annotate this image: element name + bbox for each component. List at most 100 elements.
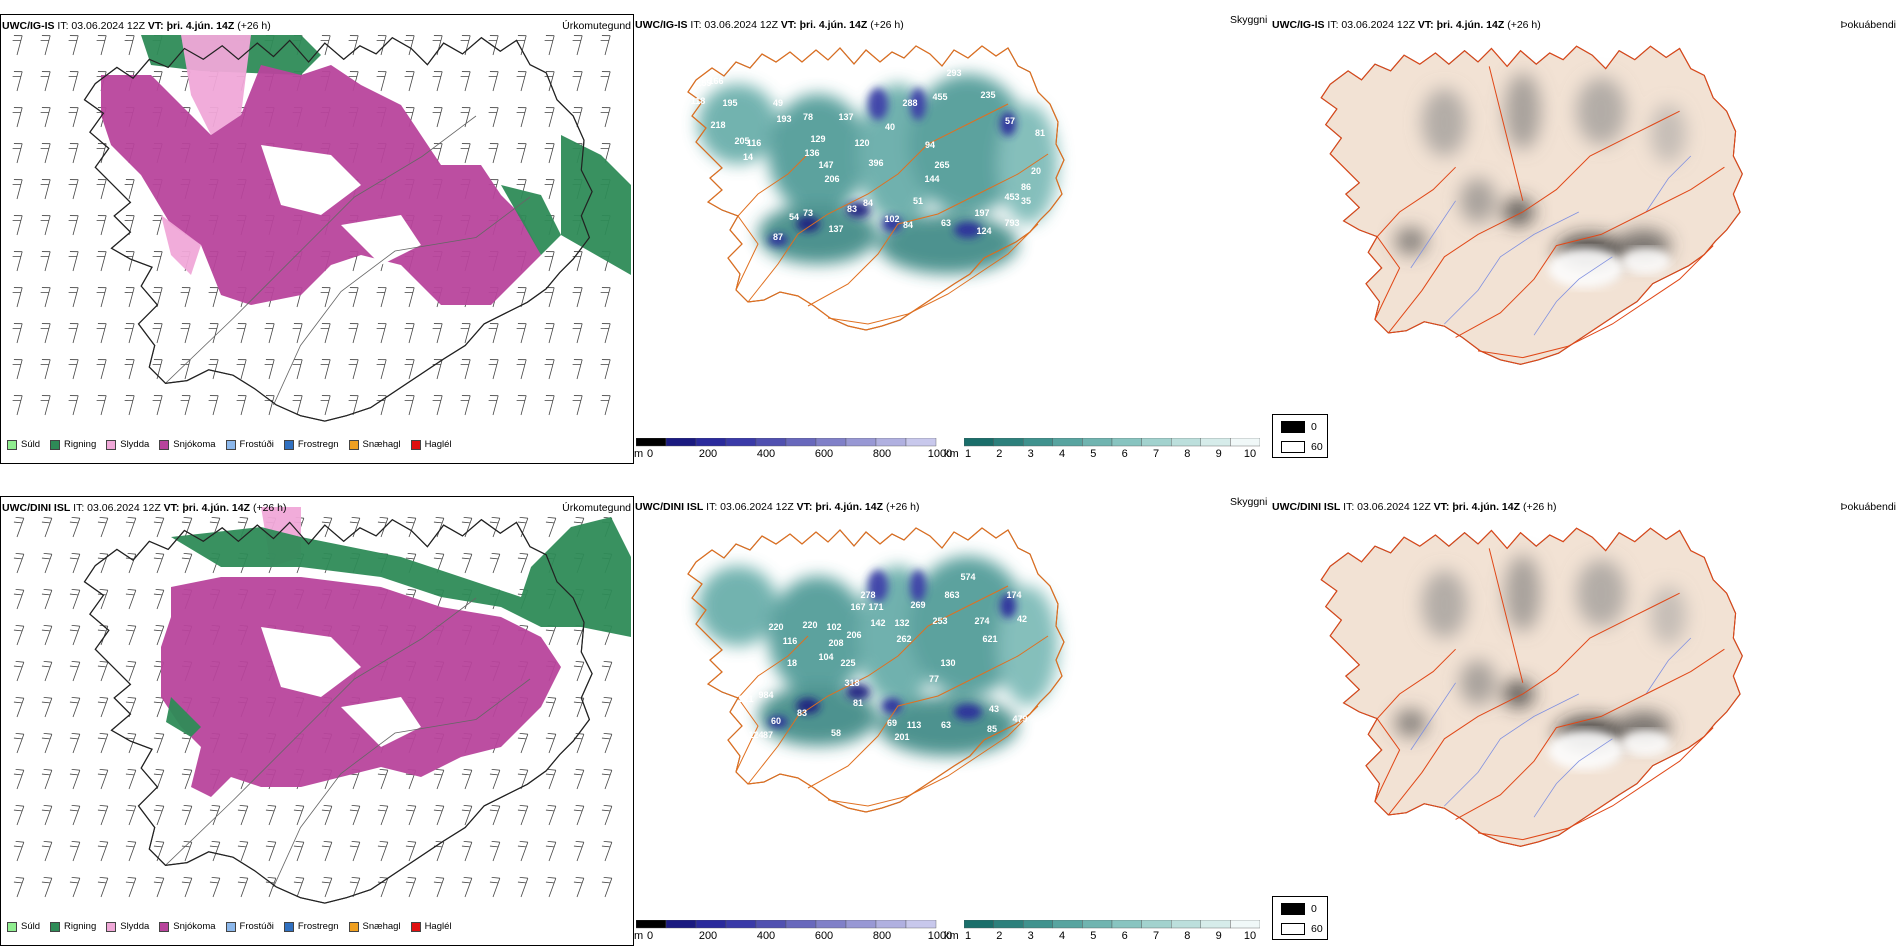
visibility-value: 102	[884, 214, 899, 224]
colorbar-tick: 600	[814, 448, 834, 460]
visibility-value: 87	[773, 232, 783, 242]
visibility-value: 574	[960, 572, 975, 582]
colorbar-segment	[695, 438, 727, 447]
legend-swatch	[348, 921, 359, 932]
panel-header: UWC/IG-IS IT: 03.06.2024 12Z VT: þri. 4.…	[1272, 19, 1541, 31]
visibility-value: 225	[840, 658, 855, 668]
cloud-base-colorbar: m 0 200 400 600 800 1000	[634, 920, 952, 942]
cloud-base-unit: m	[634, 930, 644, 942]
visibility-value: 193	[776, 114, 791, 124]
visibility-unit: km	[944, 448, 959, 460]
precip-area-rain	[501, 185, 561, 255]
colorbar-segment	[875, 920, 907, 929]
colorbar-segment	[785, 438, 817, 447]
legend-label: Frostregn	[297, 921, 339, 932]
visibility-value: 54	[789, 212, 799, 222]
colorbar-segment	[1141, 920, 1172, 929]
legend-swatch	[348, 439, 359, 450]
forecast-offset: (+26 h)	[870, 19, 904, 31]
visibility-panel: UWC/DINI ISL IT: 03.06.2024 12Z VT: þri.…	[634, 496, 1270, 946]
visibility-value: 73	[803, 208, 813, 218]
visibility-value: 60	[771, 716, 781, 726]
valid-time-value: þri. 4.jún. 14Z	[182, 502, 251, 514]
legend-swatch	[50, 439, 61, 450]
colorbar-tick: 400	[756, 930, 776, 942]
legend-swatch	[106, 439, 117, 450]
model-label: UWC/DINI ISL	[635, 501, 704, 513]
visibility-value: 129	[810, 134, 825, 144]
fog-panel: UWC/IG-IS IT: 03.06.2024 12Z VT: þri. 4.…	[1270, 14, 1900, 434]
visibility-value: 51	[913, 196, 923, 206]
visibility-value: 147	[818, 160, 833, 170]
visibility-value: 84	[903, 220, 913, 230]
colorbar-tick: 2	[996, 930, 1003, 942]
colorbar-tick: 4	[1058, 448, 1066, 460]
visibility-value: 124	[748, 730, 763, 740]
visibility-value: 318	[844, 678, 859, 688]
legend-label: Súld	[21, 439, 41, 450]
panel-header: UWC/DINI ISL IT: 03.06.2024 12Z VT: þri.…	[635, 501, 920, 513]
visibility-value: 43	[989, 704, 999, 714]
colorbar-tick: 8	[1184, 448, 1191, 460]
legend-item: Súld	[7, 439, 40, 450]
legend-label: Haglél	[424, 921, 452, 932]
visibility-value: 57	[1005, 116, 1015, 126]
visibility-panel: UWC/IG-IS IT: 03.06.2024 12Z VT: þri. 4.…	[634, 14, 1270, 464]
legend-label: Rigning	[64, 439, 97, 450]
visibility-value: 218	[710, 120, 725, 130]
fog-label-60: 60	[1311, 923, 1323, 935]
panel-title-fog: Þokuábendi	[1840, 19, 1896, 31]
colorbar-segment	[993, 438, 1024, 447]
valid-time-label: VT:	[147, 20, 164, 32]
model-label: UWC/DINI ISL	[2, 502, 71, 514]
visibility-value: 221	[738, 694, 753, 704]
colorbar-segment	[905, 920, 937, 929]
colorbar-tick: 10	[1243, 930, 1257, 942]
precip-area-rain	[166, 697, 201, 737]
visibility-value: 278	[860, 590, 875, 600]
precip-area-rain	[561, 135, 631, 275]
valid-time-value: þri. 4.jún. 14Z	[1436, 19, 1505, 31]
visibility-value: 195	[722, 98, 737, 108]
visibility-value: 84	[863, 198, 873, 208]
legend-label: Haglél	[424, 439, 452, 450]
panel-title-visibility: Skyggni	[1230, 496, 1268, 508]
init-time: IT: 03.06.2024 12Z	[706, 501, 794, 513]
fog-swatch-0	[1281, 903, 1305, 915]
colorbar-segment	[1111, 920, 1142, 929]
cloud-base-unit: m	[634, 448, 644, 460]
model-label: UWC/IG-IS	[635, 19, 688, 31]
visibility-value: 14	[743, 152, 753, 162]
visibility-colorbar: km 1 2 3 4 5 6 7 8 9 10	[944, 438, 1274, 460]
legend-swatch	[7, 439, 17, 450]
colorbar-segment	[964, 438, 994, 447]
legend-item: Slydda	[106, 921, 149, 932]
valid-time-label: VT:	[780, 19, 797, 31]
visibility-unit: km	[944, 930, 959, 942]
colorbar-tick: 5	[1090, 930, 1097, 942]
visibility-value: 274	[974, 616, 989, 626]
colorbar-tick: 6	[1121, 448, 1128, 460]
visibility-value: 455	[932, 92, 947, 102]
colorbar-segment	[1170, 920, 1201, 929]
panel-header: UWC/DINI ISL IT: 03.06.2024 12Z VT: þri.…	[2, 502, 287, 514]
visibility-value: 167	[850, 602, 865, 612]
fog-legend: 0 60	[1272, 414, 1328, 458]
valid-time-label: VT:	[1417, 19, 1434, 31]
visibility-value: 104	[818, 652, 833, 662]
visibility-value: 85	[987, 724, 997, 734]
visibility-value: 174	[1006, 590, 1021, 600]
colorbar-segment	[636, 438, 667, 447]
legend-label: Snjókoma	[173, 439, 216, 450]
visibility-value: 479	[1012, 714, 1027, 724]
forecast-offset: (+26 h)	[237, 20, 271, 32]
legend-item: Haglél	[410, 439, 452, 450]
visibility-value: 293	[946, 68, 961, 78]
visibility-value: 208	[828, 638, 843, 648]
colorbar-tick: 400	[756, 448, 776, 460]
precip-type-panel: UWC/DINI ISL IT: 03.06.2024 12Z VT: þri.…	[0, 496, 634, 946]
visibility-value: 453	[1004, 192, 1019, 202]
legend-label: Súld	[21, 921, 41, 932]
colorbar-tick: 200	[698, 448, 718, 460]
